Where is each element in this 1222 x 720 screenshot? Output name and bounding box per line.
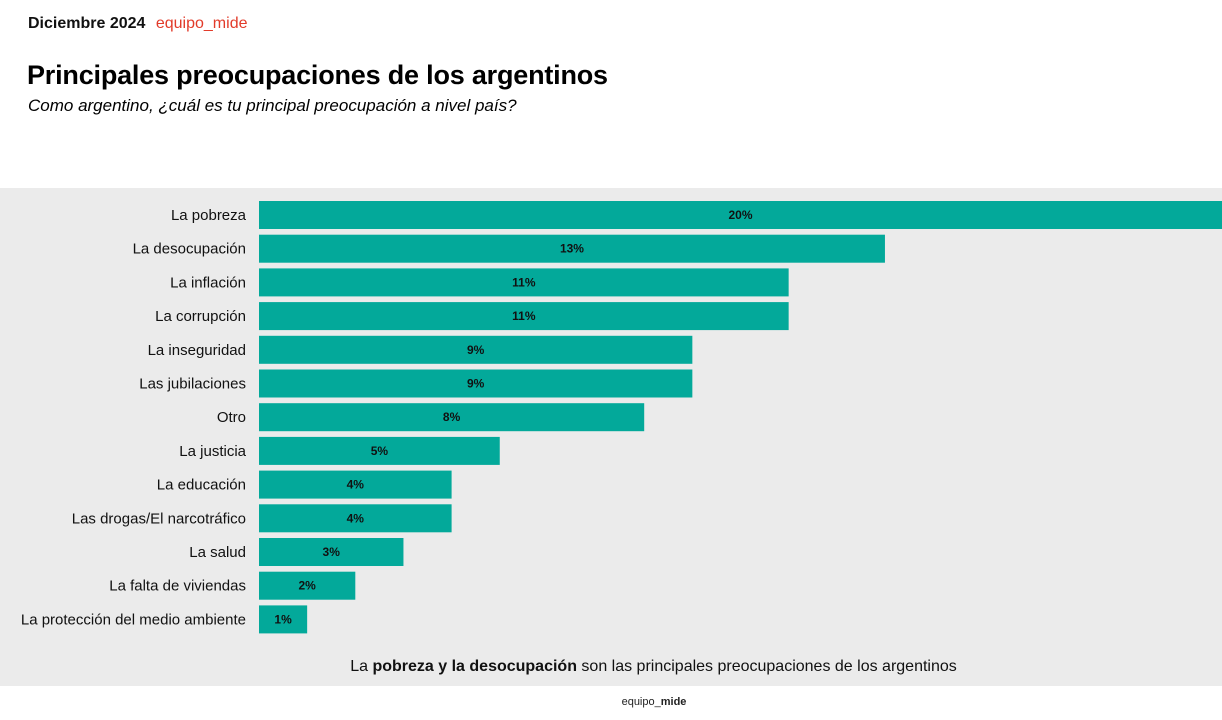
footer-brand-bold: mide: [660, 696, 687, 708]
bar: [259, 302, 789, 331]
bar: [259, 436, 500, 465]
value-label: 4%: [347, 511, 365, 525]
value-label: 9%: [467, 377, 485, 391]
bar: [259, 403, 645, 432]
value-label: 4%: [347, 478, 365, 492]
takeaway-text: La pobreza y la desocupación son las pri…: [0, 658, 1222, 676]
category-label: La corrupción: [155, 308, 246, 325]
category-label: La justicia: [179, 443, 246, 460]
value-label: 20%: [728, 208, 752, 222]
value-label: 11%: [512, 309, 536, 323]
report-date: Diciembre 2024: [28, 15, 146, 32]
bar: [259, 335, 693, 364]
bar: [259, 234, 885, 263]
value-label: 2%: [298, 579, 316, 593]
category-label: Las drogas/El narcotráfico: [72, 510, 246, 527]
bar: [259, 605, 308, 634]
category-label: Otro: [217, 409, 246, 426]
bar: [259, 369, 693, 398]
category-label: La inflación: [170, 274, 246, 291]
header-line: Diciembre 2024 equipo_mide: [28, 14, 247, 34]
value-label: 11%: [512, 275, 536, 289]
category-label: La protección del medio ambiente: [21, 611, 246, 628]
bar: [259, 504, 452, 533]
footer-brand: equipo_mide: [0, 696, 1222, 708]
category-label: La pobreza: [171, 207, 247, 224]
value-label: 8%: [443, 410, 461, 424]
bar: [259, 538, 404, 566]
chart-panel: La pobreza 20% La desocupación 13% La inflac…: [0, 188, 1222, 686]
category-label: La inseguridad: [148, 342, 246, 359]
value-label: 3%: [323, 545, 341, 559]
chart-title: Principales preocupaciones de los argent…: [27, 60, 608, 90]
category-label: La falta de viviendas: [109, 578, 246, 595]
chart-subtitle: Como argentino, ¿cuál es tu principal pr…: [28, 96, 517, 115]
bar: [259, 268, 789, 297]
footer-brand-prefix: equipo_: [621, 696, 661, 708]
bar: [259, 571, 356, 600]
brand-name: equipo_mide: [155, 15, 248, 32]
category-label: Las jubilaciones: [139, 376, 246, 393]
value-label: 9%: [467, 343, 485, 357]
takeaway-bold: pobreza y la desocupación: [372, 658, 577, 675]
bar: [259, 470, 452, 499]
value-label: 5%: [371, 444, 389, 458]
bar: [259, 201, 1222, 229]
category-label: La educación: [157, 477, 246, 494]
bar-chart: La pobreza 20% La desocupación 13% La inflac…: [21, 201, 1222, 634]
value-label: 13%: [560, 242, 584, 256]
takeaway-suffix: son las principales preocupaciones de lo…: [576, 658, 957, 675]
value-label: 1%: [274, 612, 292, 626]
category-label: La desocupación: [133, 241, 246, 258]
category-label: La salud: [189, 544, 246, 561]
takeaway-prefix: La: [350, 658, 373, 675]
